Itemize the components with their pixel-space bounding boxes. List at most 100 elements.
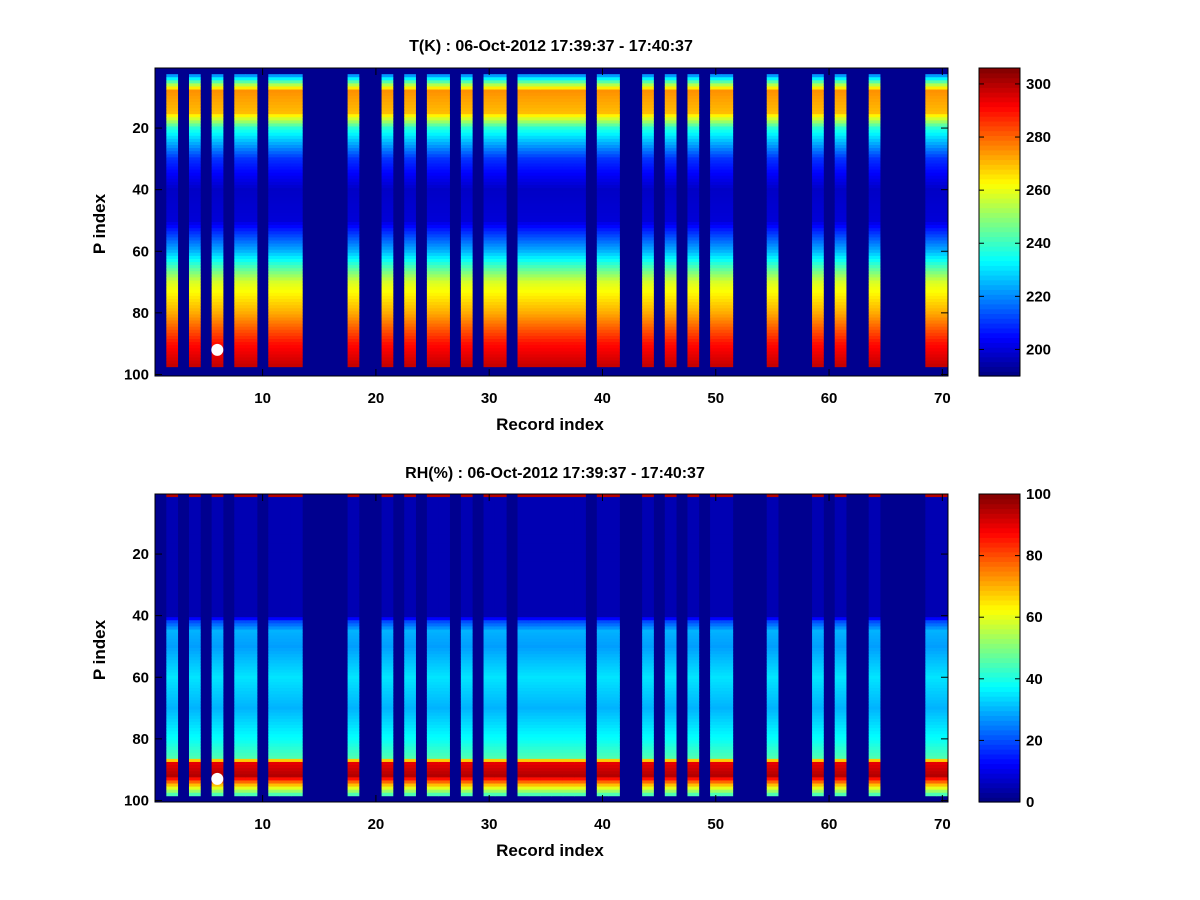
heatmap-cell [166,332,179,337]
heatmap-cell [234,86,247,90]
heatmap-cell [211,123,224,127]
heatmap-cell [438,626,450,630]
heatmap-cell [290,163,303,167]
heatmap-cell [426,774,439,778]
heatmap-cell [347,663,360,667]
heatmap-cell [562,129,575,134]
heatmap-cell [494,320,507,325]
heatmap-cell [540,135,552,140]
heatmap-cell [279,323,292,328]
heatmap-cell [268,80,281,84]
heatmap-cell [925,135,938,140]
heatmap-cell [381,681,394,686]
heatmap-cell [494,292,507,297]
heatmap-cell [483,641,496,646]
heatmap-cell [483,500,496,504]
heatmap-cell [596,206,609,211]
heatmap-cell [766,258,779,263]
heatmap-cell [721,332,734,337]
heatmap-cell [279,611,292,615]
heatmap-cell [868,126,881,130]
heatmap-cell [721,262,734,266]
heatmap-cell [347,755,360,760]
heatmap-cell [483,354,496,358]
heatmap-cell [494,145,507,149]
heatmap-cell [245,651,258,655]
heatmap-cell [766,308,779,312]
temperature-y-axis-label: P index [90,193,109,254]
heatmap-cell [438,104,450,109]
heatmap-cell [211,332,224,337]
heatmap-cell [381,543,394,547]
heatmap-cell [404,497,416,501]
heatmap-cell [642,212,654,217]
heatmap-column [460,494,473,797]
heatmap-cell [540,249,552,254]
heatmap-cell [404,157,416,161]
heatmap-cell [834,351,847,355]
heatmap-cell [188,86,201,90]
heatmap-cell [608,308,620,312]
heatmap-cell [494,169,507,174]
heatmap-cell [834,80,847,84]
heatmap-cell [268,614,281,618]
heatmap-cell [483,335,496,340]
heatmap-cell [426,246,439,251]
heatmap-cell [381,120,394,124]
heatmap-cell [925,302,938,306]
heatmap-cell [347,638,360,643]
heatmap-cell [381,755,394,760]
heatmap-cell [211,552,224,556]
heatmap-cell [188,669,201,674]
heatmap-cell [211,138,224,143]
heatmap-cell [517,342,530,346]
heatmap-cell [188,555,201,560]
heatmap-cell [381,132,394,137]
heatmap-cell [268,132,281,137]
heatmap-cell [381,697,394,701]
heatmap-cell [381,258,394,263]
heatmap-cell [188,614,201,618]
heatmap-cell [211,265,224,269]
heatmap-cell [460,629,473,633]
heatmap-cell [268,237,281,241]
heatmap-cell [166,126,179,130]
heatmap-cell [188,271,201,275]
heatmap-cell [766,243,779,248]
heatmap-cell [483,286,496,291]
heatmap-cell [166,212,179,217]
heatmap-cell [483,598,496,603]
heatmap-cell [766,283,779,288]
heatmap-cell [438,697,450,701]
heatmap-cell [245,728,258,732]
heatmap-cell [517,145,530,149]
heatmap-cell [834,271,847,275]
heatmap-cell [381,138,394,143]
heatmap-cell [834,280,847,284]
heatmap-cell [166,752,179,757]
heatmap-cell [290,660,303,664]
heatmap-cell [483,339,496,343]
heatmap-cell [766,280,779,284]
heatmap-cell [540,141,552,146]
heatmap-cell [404,218,416,223]
y-tick-label: 40 [132,182,149,199]
heatmap-cell [166,83,179,87]
heatmap-cell [721,132,734,137]
heatmap-cell [925,335,938,340]
heatmap-cell [268,768,281,772]
heatmap-cell [279,203,292,207]
heatmap-cell [188,497,201,501]
heatmap-cell [211,743,224,747]
heatmap-cell [211,691,224,695]
heatmap-cell [188,335,201,340]
heatmap-cell [710,252,722,257]
heatmap-cell [494,500,507,504]
heatmap-cell [211,574,224,578]
heatmap-cell [596,141,609,146]
heatmap-cell [540,80,552,84]
heatmap-cell [279,145,292,149]
heatmap-cell [642,80,654,84]
heatmap-cell [517,185,530,189]
heatmap-cell [687,308,700,312]
